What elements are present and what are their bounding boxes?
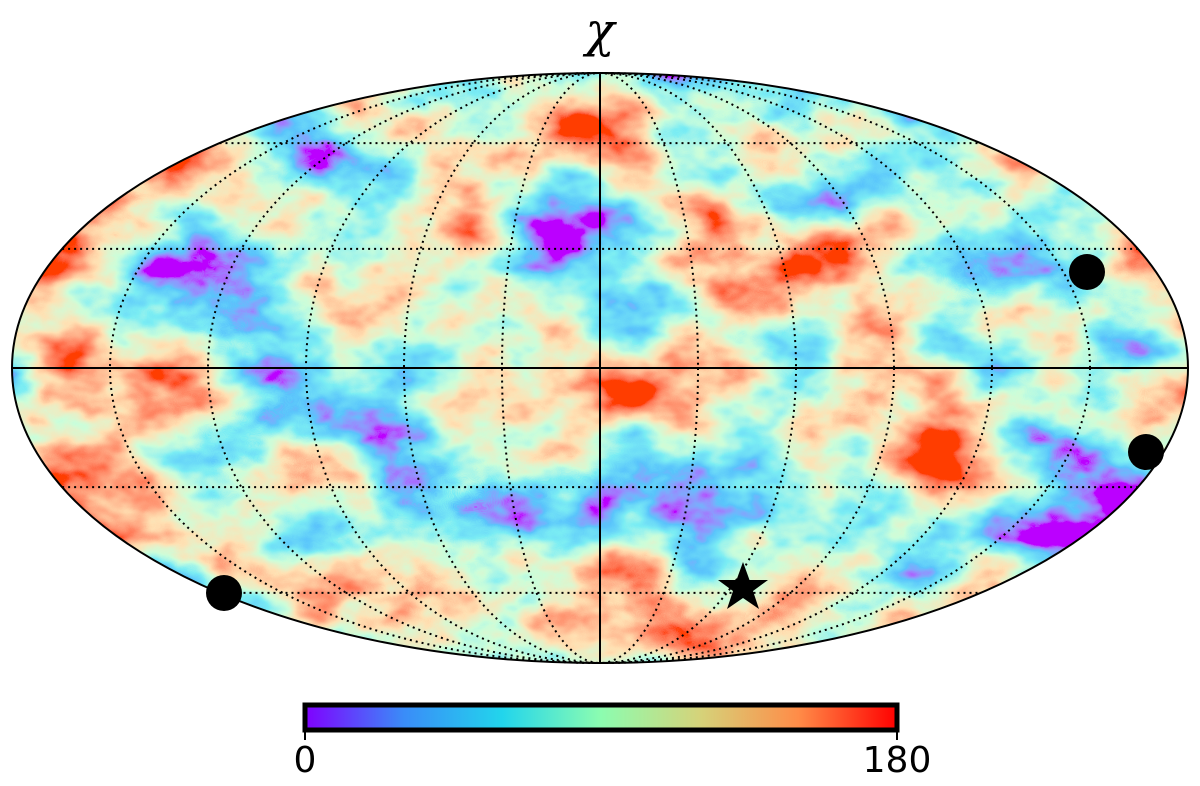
colorbar (302, 702, 900, 733)
marker-dot (1069, 254, 1105, 290)
marker-dot (1128, 434, 1164, 470)
colorbar-axis: 0 180 (294, 730, 932, 781)
colorbar-tick-label: 180 (863, 740, 932, 781)
chart-title: χ (582, 3, 617, 59)
colorbar-tick-label: 0 (294, 740, 317, 781)
marker-dot (206, 575, 242, 611)
marker-star (718, 562, 768, 609)
